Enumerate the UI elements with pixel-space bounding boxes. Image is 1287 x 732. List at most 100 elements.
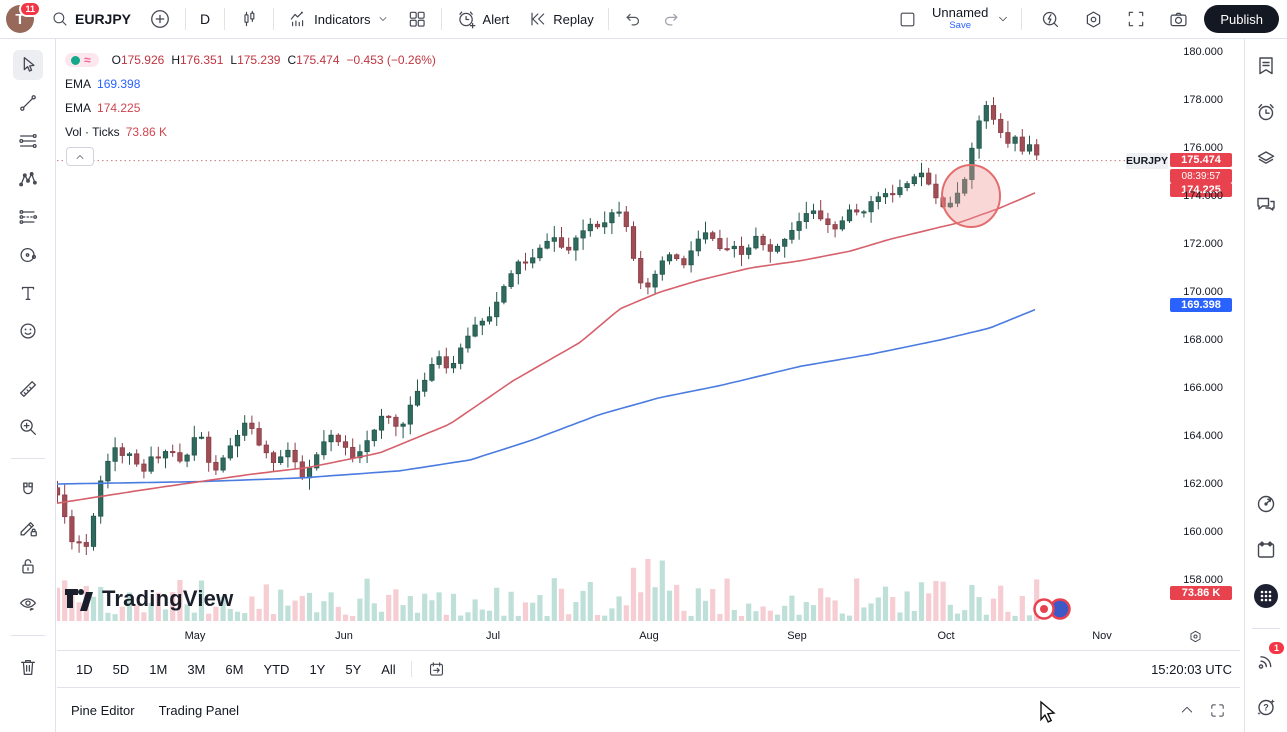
panel-collapse-chevron-icon[interactable] [1179, 702, 1195, 718]
range-buttons: 1D 5D 1M 3M 6M YTD 1Y 5Y All [57, 659, 405, 680]
volume-bars [57, 559, 1040, 621]
ellipse-icon [19, 247, 36, 263]
apps-menu-button[interactable] [1248, 578, 1284, 614]
position-tool[interactable] [13, 202, 43, 232]
save-label[interactable]: Save [949, 20, 971, 31]
price-axis[interactable]: EURJPY 175.474 08:39:57 174.225 169.398 … [1125, 38, 1240, 650]
pattern-tool[interactable] [13, 164, 43, 194]
screenshot-button[interactable] [1161, 5, 1196, 34]
price-tick: 180.000 [1183, 46, 1223, 58]
ema-blue-value: 169.398 [97, 77, 141, 91]
legend-volume-row[interactable]: Vol · Ticks 73.86 K [65, 120, 436, 144]
quick-search-button[interactable] [1033, 5, 1068, 34]
range-button-3m[interactable]: 3M [187, 661, 206, 677]
magnet-tool[interactable] [13, 475, 43, 505]
chart-legend: ≈ O175.926 H176.351 L175.239 C175.474 −0.453… [65, 48, 436, 144]
ema-red-price-badge: 174.225 [1170, 182, 1232, 197]
alert-button[interactable]: Alert [449, 5, 517, 34]
ohlc-key: H [171, 53, 180, 67]
zoom-in-tool[interactable] [13, 412, 43, 442]
trend-line-icon [19, 95, 36, 111]
replay-button[interactable]: Replay [520, 5, 600, 33]
range-button-all[interactable]: All [381, 661, 396, 677]
range-button-5d[interactable]: 5D [112, 661, 130, 677]
ideas-target-icon [1257, 495, 1275, 513]
redo-icon [664, 13, 678, 26]
panel-maximize-icon[interactable] [1209, 702, 1226, 719]
ideas-button[interactable] [1248, 486, 1284, 522]
chevron-up-icon [76, 154, 84, 159]
compare-add-button[interactable] [142, 4, 178, 34]
redo-button[interactable] [654, 5, 688, 33]
range-button-1d[interactable]: 1D [76, 661, 93, 677]
calendar-button[interactable] [1248, 532, 1284, 568]
help-button[interactable]: ? [1248, 689, 1284, 725]
text-icon [21, 286, 34, 301]
measure-tool[interactable] [13, 374, 43, 404]
remove-drawings-tool[interactable] [13, 652, 43, 682]
range-button-6m[interactable]: 6M [225, 661, 244, 677]
chat-button[interactable] [1248, 186, 1284, 222]
watchlist-button[interactable] [1248, 48, 1284, 84]
time-axis[interactable]: May Jun Jul Aug Sep Oct Nov [57, 628, 1240, 650]
eye-icon [19, 598, 36, 611]
chat-bubbles-icon [1257, 197, 1275, 211]
replay-icon [531, 12, 545, 26]
trend-line-tool[interactable] [13, 88, 43, 118]
price-tick: 168.000 [1183, 334, 1223, 346]
text-tool[interactable] [13, 278, 43, 308]
publish-button[interactable]: Publish [1204, 5, 1279, 33]
range-button-1m[interactable]: 1M [149, 661, 168, 677]
volume-label: Vol · Ticks [65, 125, 120, 139]
legend-collapse-button[interactable] [66, 147, 94, 166]
settings-button[interactable] [1076, 5, 1111, 34]
clock-utc[interactable]: 15:20:03 UTC [1151, 661, 1232, 677]
chart-pane[interactable]: ≈ O175.926 H176.351 L175.239 C175.474 −0.453… [57, 38, 1240, 650]
layout-name-button[interactable]: Unnamed Save [932, 6, 988, 32]
layout-select-button[interactable] [891, 6, 924, 33]
emoji-tool[interactable] [13, 316, 43, 346]
legend-ema-red-row[interactable]: EMA 174.225 [65, 96, 436, 120]
notifications-button[interactable]: 1 [1248, 642, 1284, 679]
user-avatar[interactable]: T 11 [6, 1, 41, 33]
interval-button[interactable]: D [193, 7, 217, 31]
approx-icon: ≈ [84, 53, 91, 67]
ohlc-value: 176.351 [180, 53, 224, 67]
fullscreen-button[interactable] [1119, 5, 1153, 33]
layers-icon [1257, 151, 1275, 164]
price-chart[interactable] [57, 38, 1240, 650]
pine-editor-tab[interactable]: Pine Editor [71, 702, 135, 718]
price-tick: 170.000 [1183, 286, 1223, 298]
undo-button[interactable] [616, 5, 650, 33]
ema-red-value: 174.225 [97, 101, 141, 115]
lock-drawings-tool[interactable] [13, 551, 43, 581]
month-label: Oct [937, 630, 955, 642]
axis-settings-button[interactable] [1187, 628, 1204, 645]
right-sidebar: 1 ? [1244, 38, 1287, 732]
layout-templates-button[interactable] [400, 5, 434, 33]
legend-main-row[interactable]: ≈ O175.926 H176.351 L175.239 C175.474 −0.453… [65, 48, 436, 72]
notification-badge: 11 [19, 1, 41, 17]
indicators-icon [290, 11, 304, 27]
alerts-button[interactable] [1248, 94, 1284, 130]
drawing-mode-tool[interactable] [13, 513, 43, 543]
ellipse-tool[interactable] [13, 240, 43, 270]
hide-drawings-tool[interactable] [13, 589, 43, 619]
month-label: Aug [639, 630, 659, 642]
chevron-down-icon[interactable] [996, 12, 1010, 26]
cursor-tool[interactable] [12, 50, 43, 80]
legend-ema-blue-row[interactable]: EMA 169.398 [65, 72, 436, 96]
fib-retracement-tool[interactable] [13, 126, 43, 156]
month-label: Sep [787, 630, 807, 642]
range-button-5y[interactable]: 5Y [345, 661, 362, 677]
object-tree-button[interactable] [1248, 140, 1284, 176]
indicators-button[interactable]: Indicators [281, 5, 395, 33]
symbol-search-button[interactable]: EURJPY [44, 6, 138, 32]
trading-panel-tab[interactable]: Trading Panel [158, 702, 240, 718]
chart-style-button[interactable] [232, 5, 266, 33]
drawn-circle-annotation [941, 164, 1001, 228]
range-button-ytd[interactable]: YTD [263, 661, 290, 677]
go-to-date-button[interactable] [418, 657, 455, 682]
calendar-icon [1257, 541, 1275, 558]
range-button-1y[interactable]: 1Y [309, 661, 326, 677]
